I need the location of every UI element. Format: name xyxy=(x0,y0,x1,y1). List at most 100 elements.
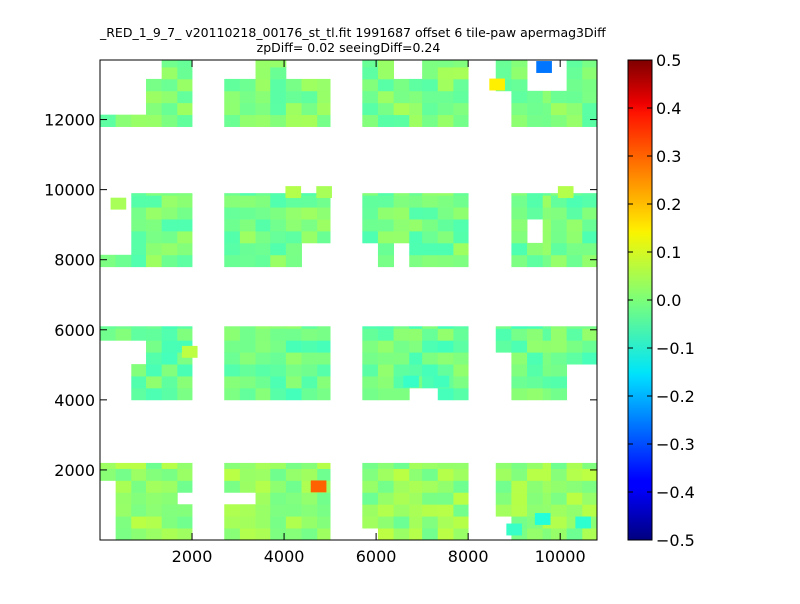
heatmap-cell xyxy=(409,193,423,196)
heatmap-cell xyxy=(285,326,302,329)
heatmap-cell xyxy=(131,195,147,208)
heatmap-cell xyxy=(362,193,379,196)
heatmap-cell xyxy=(177,67,193,80)
heatmap-cell xyxy=(115,326,132,329)
heatmap-cell xyxy=(317,340,331,353)
heatmap-cell xyxy=(177,195,193,208)
heatmap-cell xyxy=(317,364,331,377)
heatmap-outlier-cell xyxy=(534,513,551,525)
heatmap-cell xyxy=(270,60,287,68)
heatmap-cell xyxy=(224,254,241,268)
heatmap-cell xyxy=(146,462,163,469)
heatmap-cell xyxy=(285,242,302,256)
heatmap-cell xyxy=(437,230,454,244)
heatmap-cell xyxy=(270,387,287,401)
heatmap-cell xyxy=(285,195,302,208)
heatmap-cell xyxy=(527,326,544,329)
heatmap-cell xyxy=(362,340,379,353)
colorbar-tick-label: 0.0 xyxy=(656,291,681,310)
heatmap-cell xyxy=(285,78,302,92)
colorbar-tick-label: 0.4 xyxy=(656,99,681,118)
heatmap-cell xyxy=(511,102,528,116)
heatmap-cell xyxy=(270,67,287,80)
heatmap-cell xyxy=(255,504,271,517)
heatmap-cell xyxy=(317,462,331,469)
heatmap-cell xyxy=(301,90,318,104)
heatmap-cell xyxy=(177,462,193,469)
heatmap-cell xyxy=(582,230,597,244)
heatmap-cell xyxy=(161,207,178,220)
heatmap-cell xyxy=(161,114,178,127)
heatmap-cells xyxy=(100,60,597,540)
heatmap-cell xyxy=(582,326,597,329)
heatmap-cell xyxy=(270,364,287,377)
heatmap-cell xyxy=(301,462,318,469)
heatmap-cell xyxy=(511,328,528,341)
heatmap-cell xyxy=(495,326,512,329)
heatmap-cell xyxy=(542,468,552,481)
heatmap-cell xyxy=(582,67,597,80)
heatmap-cell xyxy=(453,78,469,92)
heatmap-cell xyxy=(177,387,193,401)
heatmap-cell xyxy=(224,207,241,220)
heatmap-cell xyxy=(161,193,178,196)
heatmap-cell xyxy=(566,230,583,244)
heatmap-cell xyxy=(437,193,454,196)
heatmap-cell xyxy=(377,60,394,68)
heatmap-cell xyxy=(224,326,241,329)
heatmap-cell xyxy=(285,207,302,220)
heatmap-cell xyxy=(437,326,454,329)
heatmap-cell xyxy=(255,230,271,244)
heatmap-cell xyxy=(393,78,410,92)
heatmap-cell xyxy=(285,504,302,517)
heatmap-cell xyxy=(270,193,287,196)
heatmap-cell xyxy=(542,352,552,365)
heatmap-cell xyxy=(255,468,271,481)
heatmap-outlier-cell xyxy=(285,186,302,199)
heatmap-cell xyxy=(437,195,454,208)
heatmap-cell xyxy=(317,114,331,127)
heatmap-cell xyxy=(377,114,394,127)
heatmap-cell xyxy=(511,364,528,377)
heatmap-cell xyxy=(566,254,583,268)
heatmap-cell xyxy=(566,78,583,92)
heatmap-cell xyxy=(409,504,423,517)
heatmap-cell xyxy=(161,230,178,244)
heatmap-cell xyxy=(161,67,178,80)
heatmap-cell xyxy=(437,352,454,365)
heatmap-cell xyxy=(393,340,410,353)
heatmap-cell xyxy=(542,328,552,341)
heatmap-cell xyxy=(255,102,271,116)
heatmap-cell xyxy=(511,504,528,517)
heatmap-outlier-cell xyxy=(536,61,552,73)
heatmap-cell xyxy=(422,326,439,329)
heatmap-cell xyxy=(511,193,528,196)
x-tick-label: 6000 xyxy=(356,547,397,566)
heatmap-cell xyxy=(542,387,552,401)
heatmap-cell xyxy=(115,516,132,529)
heatmap-cell xyxy=(270,90,287,104)
heatmap-cell xyxy=(377,219,394,232)
heatmap-cell xyxy=(270,516,287,529)
heatmap-cell xyxy=(582,328,597,341)
heatmap-cell xyxy=(285,492,302,505)
heatmap-outlier-cell xyxy=(506,523,522,536)
heatmap-cell xyxy=(437,528,454,540)
heatmap-cell xyxy=(453,480,469,493)
heatmap-cell xyxy=(131,230,147,244)
heatmap-cell xyxy=(527,364,544,377)
heatmap-cell xyxy=(362,102,379,116)
heatmap-cell xyxy=(409,326,423,329)
heatmap-cell xyxy=(437,67,454,80)
heatmap-cell xyxy=(566,193,583,196)
heatmap-outlier-cell xyxy=(433,375,450,388)
heatmap-cell xyxy=(161,364,178,377)
heatmap-cell xyxy=(270,504,287,517)
chart-subtitle: zpDiff= 0.02 seeingDiff=0.24 xyxy=(256,40,441,55)
heatmap-cell xyxy=(270,328,287,341)
heatmap-cell xyxy=(115,480,132,493)
heatmap-cell xyxy=(239,219,256,232)
heatmap-cell xyxy=(177,230,193,244)
heatmap-cell xyxy=(377,528,394,540)
